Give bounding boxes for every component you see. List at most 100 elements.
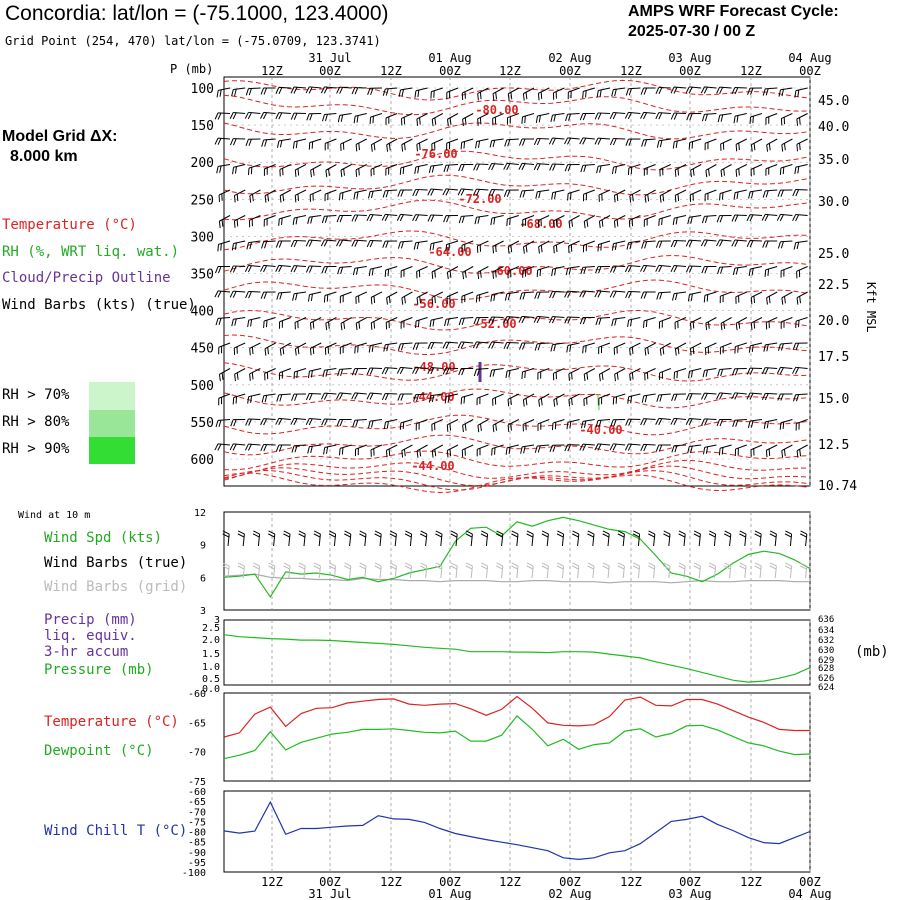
wind-barb-flag — [214, 137, 219, 145]
wind-barb-flag — [503, 316, 508, 324]
wind-barb-flag — [446, 450, 449, 458]
wind-barb — [338, 189, 352, 201]
wind-barb-staff — [263, 393, 276, 397]
wind-barb — [609, 112, 626, 120]
wind-barb-staff — [369, 392, 383, 395]
wind-barb-flag — [629, 242, 632, 250]
wind-barb-flag — [383, 344, 386, 352]
wind-barb-flag — [279, 348, 282, 356]
wind-barb-flag — [401, 450, 404, 458]
wind-barb-flag — [336, 392, 341, 400]
wind-barb — [218, 368, 231, 382]
wind-barb — [336, 392, 352, 400]
wind-barb-flag — [539, 269, 542, 277]
wind-barb-flag — [762, 88, 766, 96]
wind-barb-flag — [368, 421, 371, 429]
wind-barb — [397, 240, 413, 249]
wind-barb-flag — [687, 294, 690, 302]
wind-barb — [309, 317, 322, 330]
wind-barb — [761, 367, 778, 375]
wind-barb-staff — [668, 534, 671, 547]
time-tick-label-bottom: 12Z — [499, 875, 521, 889]
wind-barb-flag — [564, 444, 569, 452]
page-title: Concordia: lat/lon = (-75.1000, 123.4000… — [5, 2, 389, 25]
wind-barb-flag — [445, 367, 450, 375]
wind-barb-flag — [427, 367, 432, 375]
wind-barb-staff — [355, 113, 367, 117]
wind-barb — [305, 265, 322, 273]
wind-barb — [766, 138, 778, 152]
pressure-tick-label: 550 — [191, 416, 214, 431]
wind-barb-staff — [349, 534, 352, 547]
wind-barb — [583, 240, 595, 253]
wind-barb-flag — [417, 166, 420, 174]
wind-barb-staff — [445, 367, 459, 369]
wind-barb-flag — [232, 443, 237, 451]
wind-barb — [231, 240, 246, 251]
wind-barb — [747, 419, 763, 428]
wind-barb-flag — [548, 316, 553, 324]
wind-barb-flag — [555, 219, 558, 227]
height-axis-label: Kft MSL — [864, 282, 878, 333]
wind-barb-flag — [704, 216, 708, 224]
wind-barb-flag — [215, 318, 219, 326]
wind-barb-staff — [492, 419, 504, 426]
wind-barb-staff — [461, 341, 474, 344]
wind-barb-flag — [357, 345, 359, 353]
wind-barb-flag — [628, 291, 632, 299]
wind-barb-flag — [567, 137, 572, 145]
wind-barb-flag — [340, 114, 344, 122]
wind-barb — [216, 164, 231, 174]
wind-barb-flag — [233, 220, 236, 228]
wind-barb-flag — [670, 240, 675, 248]
wind-barb-flag — [276, 140, 280, 148]
wind-barb-flag — [430, 342, 435, 350]
wind-barb-staff — [324, 113, 337, 116]
wind-barb — [247, 164, 261, 176]
wind-barb — [339, 342, 352, 355]
wind-barb-flag — [781, 89, 784, 97]
wind-barb-flag — [268, 530, 276, 535]
wind-barb-staff — [333, 566, 337, 579]
wind-barb-flag — [733, 192, 736, 200]
wind-barb — [641, 393, 656, 403]
wind-barb-staff — [485, 534, 489, 547]
wind-barb-flag — [431, 271, 434, 279]
wind-barb-staff — [248, 443, 261, 446]
wind-barb — [522, 419, 535, 432]
wind-barb — [659, 164, 672, 177]
wind-barb-staff — [491, 341, 504, 344]
wind-barb — [579, 137, 595, 145]
wind-barb-flag — [750, 297, 753, 305]
wind-barb-flag — [526, 533, 534, 538]
wind-barb-flag — [541, 530, 549, 535]
wind-barb-flag — [268, 562, 276, 567]
wind10-barb — [587, 530, 595, 547]
wind-barb — [595, 266, 611, 274]
wind-barb-staff — [653, 534, 656, 547]
wind-barb-flag — [413, 242, 417, 250]
wind-barb-staff — [537, 444, 550, 447]
wind-barb-flag — [564, 316, 569, 324]
wind-barb — [412, 188, 428, 197]
wind-barb-flag — [385, 88, 389, 96]
wind-barb-flag — [473, 317, 477, 325]
wind-barb-flag — [217, 112, 222, 120]
wind-barb — [792, 393, 808, 402]
wind-barb — [731, 87, 747, 95]
wind-barb-flag — [397, 393, 401, 401]
wind-barb-flag — [724, 533, 731, 538]
wind-barb-flag — [540, 245, 543, 253]
wind-barb — [640, 111, 656, 120]
wind-barb-flag — [785, 530, 792, 535]
wind-barb-staff — [339, 266, 352, 268]
wind-barb-flag — [252, 533, 260, 538]
wind-barb-flag — [769, 565, 777, 570]
wind-barb-flag — [293, 87, 298, 94]
wind-barb-flag — [597, 138, 602, 145]
wind-barb-flag — [251, 372, 254, 380]
wind-barb — [261, 393, 276, 403]
wind-barb-flag — [535, 191, 538, 199]
wind-barb-staff — [425, 534, 428, 547]
